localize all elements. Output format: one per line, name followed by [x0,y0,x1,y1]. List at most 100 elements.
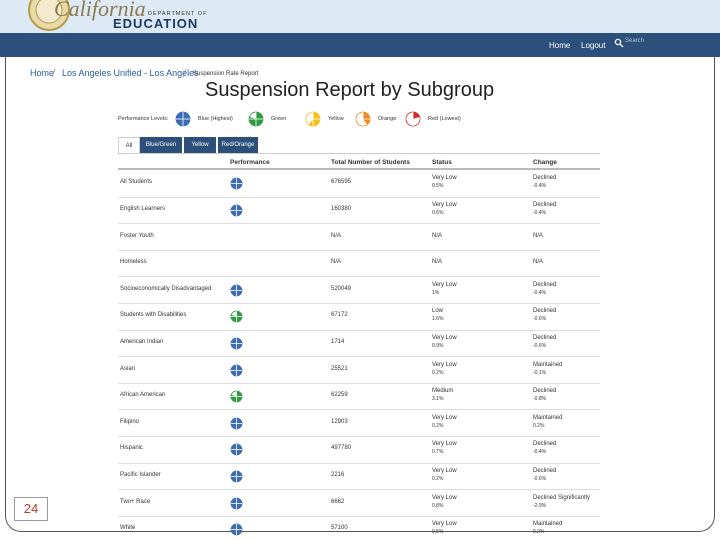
row-divider [118,356,600,358]
status-rate: 1% [432,289,440,296]
status-level: Very Low [432,494,457,501]
change-rate: -0.1% [533,369,547,376]
subgroup-name: Hispanic [120,445,144,452]
change-level: Declined [533,334,557,341]
seal [28,0,70,31]
legend-text: Orange [378,116,397,122]
change-level: N/A [533,259,544,266]
row-divider [118,489,600,491]
status-rate: 3.1% [432,396,444,403]
change-rate: -0.6% [533,475,547,482]
status-rate: 0.6% [432,209,444,216]
row-divider [118,249,600,251]
total-students: N/A [331,259,342,266]
row-divider [118,436,600,437]
search-input[interactable]: Search [625,38,645,44]
legend-text: Green [271,116,287,122]
header-line [118,168,600,170]
total-students: 12903 [331,418,348,425]
logo-script: California [54,0,146,21]
change-level: Maintained [533,521,563,528]
nav-bar [0,33,720,57]
legend-label: Performance Levels: [118,116,169,122]
page-title: Suspension Report by Subgroup [205,79,495,101]
total-students: N/A [331,232,342,239]
logo-education: EDUCATION [113,16,199,31]
change-rate: -0.4% [533,183,547,190]
subgroup-name: Foster Youth [120,232,154,239]
change-rate: -0.4% [533,209,547,216]
slide-frame [5,57,715,532]
total-students: 57100 [331,525,348,532]
breadcrumb-item[interactable]: Los Angeles Unified - Los Angeles [62,68,199,78]
total-students: 62259 [331,392,348,399]
status-level: Very Low [432,521,457,528]
header-band [0,0,720,33]
status-rate: 0.8% [432,502,444,509]
row-divider [118,382,600,384]
tab[interactable]: Red/Orange [218,137,258,153]
performance-icon [230,310,243,323]
change-level: Maintained [533,414,563,421]
row-divider [118,303,600,304]
performance-icon [230,417,243,430]
column-header: Performance [230,159,270,166]
column-header: Total Number of Students [331,159,410,166]
total-students: 25521 [331,365,348,372]
change-level: Declined [533,201,557,208]
change-level: Declined [533,175,557,182]
performance-icon [230,390,243,403]
subgroup-name: English Learners [120,205,166,212]
performance-icon [230,497,243,509]
change-level: Declined [533,308,557,315]
subgroup-name: Students with Disabilities [120,312,187,319]
subgroup-name: Asian [120,365,136,372]
row-divider [118,409,600,411]
total-students: 497780 [331,445,352,452]
status-rate: 0.5% [432,529,444,536]
total-students: 520049 [331,285,352,292]
nav-home[interactable]: Home [549,41,571,50]
status-level: Very Low [432,361,457,368]
tab[interactable]: All [118,137,140,154]
status-level: N/A [432,259,443,266]
status-rate: 1.6% [432,316,444,323]
change-rate: -0.6% [533,316,547,323]
performance-icon [230,177,243,190]
change-level: Declined Significantly [533,494,591,501]
total-students: 6662 [331,498,345,505]
status-level: Very Low [432,334,457,341]
subgroup-name: Socioeconomically Disadvantaged [120,285,212,292]
nav-logout[interactable]: Logout [581,41,606,50]
performance-icon [230,284,243,297]
total-students: 67172 [331,312,348,319]
status-level: Very Low [432,175,457,182]
status-level: Very Low [432,441,457,448]
legend-icon [248,111,264,127]
change-rate: -0.4% [533,449,547,456]
tab[interactable]: Blue/Green [140,137,182,153]
tab[interactable]: Yellow [184,137,216,153]
legend-text: Blue (Highest) [198,116,233,122]
slide-number: 24 [14,497,48,521]
legend-icon [175,111,191,127]
change-rate: -0.6% [533,342,547,349]
change-level: Declined [533,388,557,395]
change-level: N/A [533,232,544,239]
row-divider [118,462,600,464]
change-rate: 0.2% [533,529,545,536]
change-rate: 0.2% [533,422,545,429]
status-rate: 0.2% [432,422,444,429]
status-rate: 0.7% [432,449,444,456]
subgroup-name: Pacific Islander [120,471,161,478]
search-icon[interactable] [614,38,624,48]
performance-icon [230,470,243,483]
breadcrumb-item[interactable]: Home [30,68,55,78]
total-students: 1714 [331,338,345,345]
status-level: N/A [432,232,443,239]
performance-icon [230,443,243,456]
subgroup-name: Filipino [120,418,140,425]
subgroup-name: American Indian [120,338,164,345]
status-level: Very Low [432,281,457,288]
